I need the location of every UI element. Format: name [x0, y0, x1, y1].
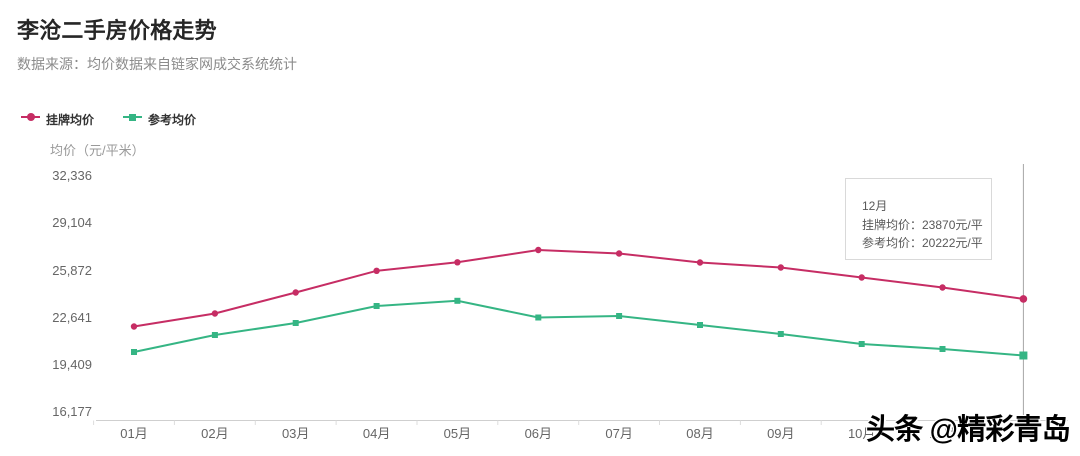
svg-text:05月: 05月 — [444, 426, 471, 441]
svg-text:04月: 04月 — [363, 426, 390, 441]
svg-text:03月: 03月 — [282, 426, 309, 441]
svg-text:均价（元/平米）: 均价（元/平米） — [50, 143, 145, 158]
svg-text:09月: 09月 — [767, 426, 794, 441]
svg-text:11月: 11月 — [929, 426, 956, 441]
svg-text:10月: 10月 — [848, 426, 875, 441]
svg-text:22,641: 22,641 — [52, 310, 92, 325]
svg-text:29,104: 29,104 — [52, 215, 92, 230]
svg-text:02月: 02月 — [201, 426, 228, 441]
svg-text:19,409: 19,409 — [52, 357, 92, 372]
svg-text:06月: 06月 — [525, 426, 552, 441]
svg-text:01月: 01月 — [120, 426, 147, 441]
svg-text:08月: 08月 — [686, 426, 713, 441]
svg-text:16,177: 16,177 — [52, 404, 92, 419]
svg-text:32,336: 32,336 — [52, 168, 92, 183]
svg-text:25,872: 25,872 — [52, 263, 92, 278]
svg-text:07月: 07月 — [605, 426, 632, 441]
